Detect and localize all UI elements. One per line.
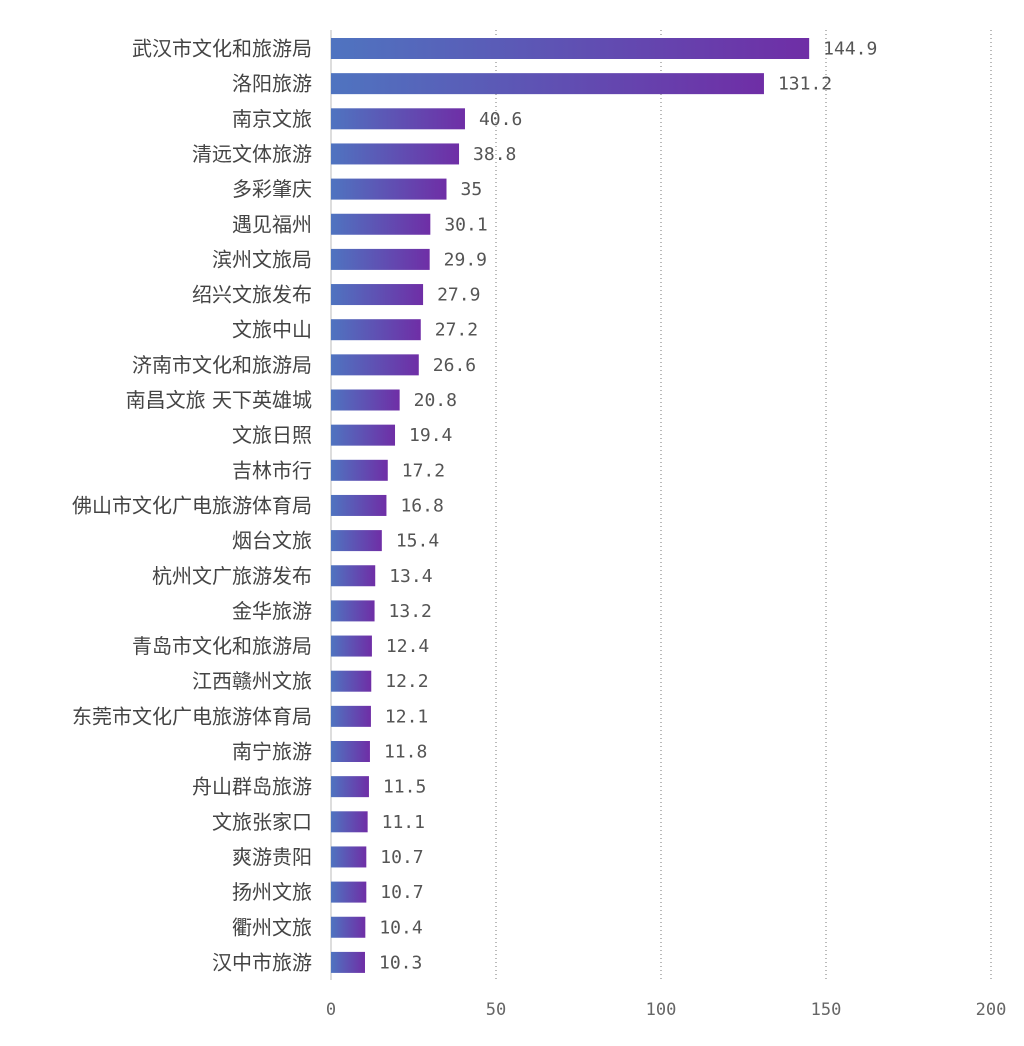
value-labels: 144.9 131.2 40.6 38.8 35 30.1 29.9 27.9 27.2 26.6…	[379, 39, 877, 974]
category-label: 清远文体旅游	[192, 142, 312, 166]
value-label: 131.2	[778, 74, 832, 95]
bar	[331, 424, 396, 446]
category-label: 烟台文旅	[232, 529, 312, 553]
value-label: 17.2	[402, 460, 445, 481]
bar	[331, 741, 370, 762]
category-label: 爽游贵阳	[232, 845, 312, 869]
category-label: 洛阳旅游	[232, 72, 312, 96]
bar	[331, 108, 465, 130]
value-label: 30.1	[444, 214, 487, 235]
value-label: 29.9	[444, 249, 487, 270]
value-label: 11.8	[384, 742, 427, 763]
bar	[331, 178, 447, 200]
bar	[331, 213, 431, 235]
category-label: 南京文旅	[232, 107, 312, 131]
category-label: 滨州文旅局	[212, 247, 312, 271]
value-label: 11.1	[382, 812, 425, 833]
value-label: 13.4	[389, 566, 432, 587]
value-label: 16.8	[400, 495, 443, 516]
category-label: 扬州文旅	[232, 880, 312, 904]
category-label: 文旅日照	[232, 423, 312, 447]
bar	[331, 600, 375, 622]
bar	[331, 635, 372, 657]
category-label: 南宁旅游	[232, 740, 312, 764]
category-label: 汉中市旅游	[212, 950, 312, 974]
bar	[331, 459, 388, 481]
value-label: 11.5	[383, 777, 426, 798]
grid-lines	[495, 30, 992, 980]
category-label: 佛山市文化广电旅游体育局	[72, 493, 312, 517]
category-label: 南昌文旅 天下英雄城	[126, 388, 312, 412]
category-label: 济南市文化和旅游局	[132, 353, 312, 377]
category-labels: 武汉市文化和旅游局洛阳旅游南京文旅清远文体旅游多彩肇庆遇见福州滨州文旅局绍兴文旅…	[72, 37, 312, 975]
x-tick-label: 0	[326, 1000, 336, 1020]
bar	[331, 494, 387, 516]
bar	[331, 143, 460, 165]
x-tick-labels: 0 50 100 150 200	[326, 1000, 1006, 1020]
category-label: 金华旅游	[232, 599, 312, 623]
category-label: 绍兴文旅发布	[192, 283, 312, 307]
value-label: 15.4	[396, 531, 439, 552]
bar	[331, 776, 369, 798]
value-label: 12.1	[385, 706, 428, 727]
bar	[331, 881, 367, 903]
category-label: 遇见福州	[232, 212, 312, 236]
value-label: 10.3	[379, 952, 422, 973]
value-label: 19.4	[409, 425, 452, 446]
category-label: 吉林市行	[232, 458, 312, 482]
value-label: 38.8	[473, 144, 516, 165]
category-label: 江西赣州文旅	[192, 669, 312, 693]
bar	[331, 951, 365, 973]
category-label: 多彩肇庆	[232, 177, 312, 201]
bars	[331, 38, 810, 973]
value-label: 12.4	[386, 636, 429, 657]
x-tick-label: 150	[811, 1000, 842, 1020]
category-label: 青岛市文化和旅游局	[132, 634, 312, 658]
x-tick-label: 200	[976, 1000, 1007, 1020]
value-label: 144.9	[823, 39, 877, 60]
value-label: 27.9	[437, 285, 480, 306]
category-label: 杭州文广旅游发布	[152, 564, 312, 588]
value-label: 26.6	[433, 355, 476, 376]
bar	[331, 248, 430, 270]
value-label: 13.2	[389, 601, 432, 622]
category-label: 武汉市文化和旅游局	[132, 37, 312, 61]
bar	[331, 565, 376, 587]
bar	[331, 38, 810, 59]
value-label: 10.7	[380, 847, 423, 868]
bar	[331, 530, 382, 552]
bar	[331, 354, 419, 376]
bar	[331, 846, 367, 868]
bar	[331, 319, 421, 341]
category-label: 文旅张家口	[212, 810, 312, 834]
category-label: 衢州文旅	[232, 915, 312, 939]
x-tick-label: 100	[646, 1000, 677, 1020]
bar	[331, 811, 368, 833]
value-label: 12.2	[385, 671, 428, 692]
bar	[331, 389, 400, 411]
bar	[331, 916, 366, 938]
category-label: 文旅中山	[232, 318, 312, 342]
x-tick-label: 50	[486, 1000, 506, 1020]
category-label: 舟山群岛旅游	[192, 775, 312, 799]
bar	[331, 705, 371, 727]
value-label: 35	[461, 179, 483, 200]
bar	[331, 670, 372, 692]
category-label: 东莞市文化广电旅游体育局	[72, 704, 312, 728]
value-label: 20.8	[414, 390, 457, 411]
bar	[331, 73, 764, 95]
value-label: 27.2	[435, 320, 478, 341]
value-label: 40.6	[479, 109, 522, 130]
value-label: 10.4	[379, 917, 422, 938]
bar	[331, 284, 424, 306]
value-label: 10.7	[380, 882, 423, 903]
